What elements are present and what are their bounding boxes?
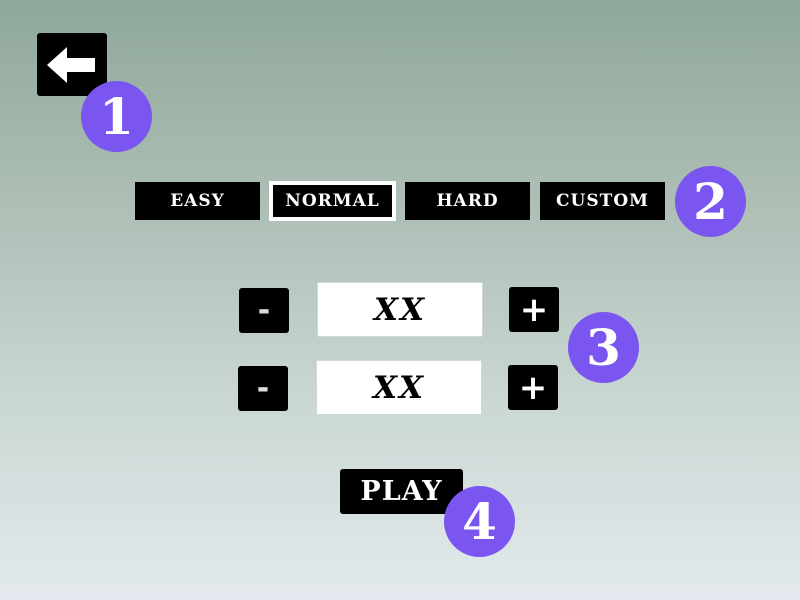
tab-easy[interactable]: EASY <box>135 182 260 220</box>
callout-badge-2: 2 <box>675 166 746 237</box>
back-button[interactable] <box>37 33 107 96</box>
increment-button-1[interactable]: + <box>509 287 559 332</box>
left-arrow-icon <box>47 46 95 83</box>
value-field-2: XX <box>316 360 482 415</box>
value-field-1: XX <box>317 282 483 337</box>
play-button[interactable]: PLAY <box>340 469 463 514</box>
callout-badge-1: 1 <box>81 81 152 152</box>
tab-custom[interactable]: CUSTOM <box>540 182 665 220</box>
callout-badge-3: 3 <box>568 312 639 383</box>
tab-hard[interactable]: HARD <box>405 182 530 220</box>
decrement-button-1[interactable]: - <box>239 288 289 333</box>
tab-normal[interactable]: NORMAL <box>269 181 396 221</box>
increment-button-2[interactable]: + <box>508 365 558 410</box>
callout-badge-4: 4 <box>444 486 515 557</box>
decrement-button-2[interactable]: - <box>238 366 288 411</box>
